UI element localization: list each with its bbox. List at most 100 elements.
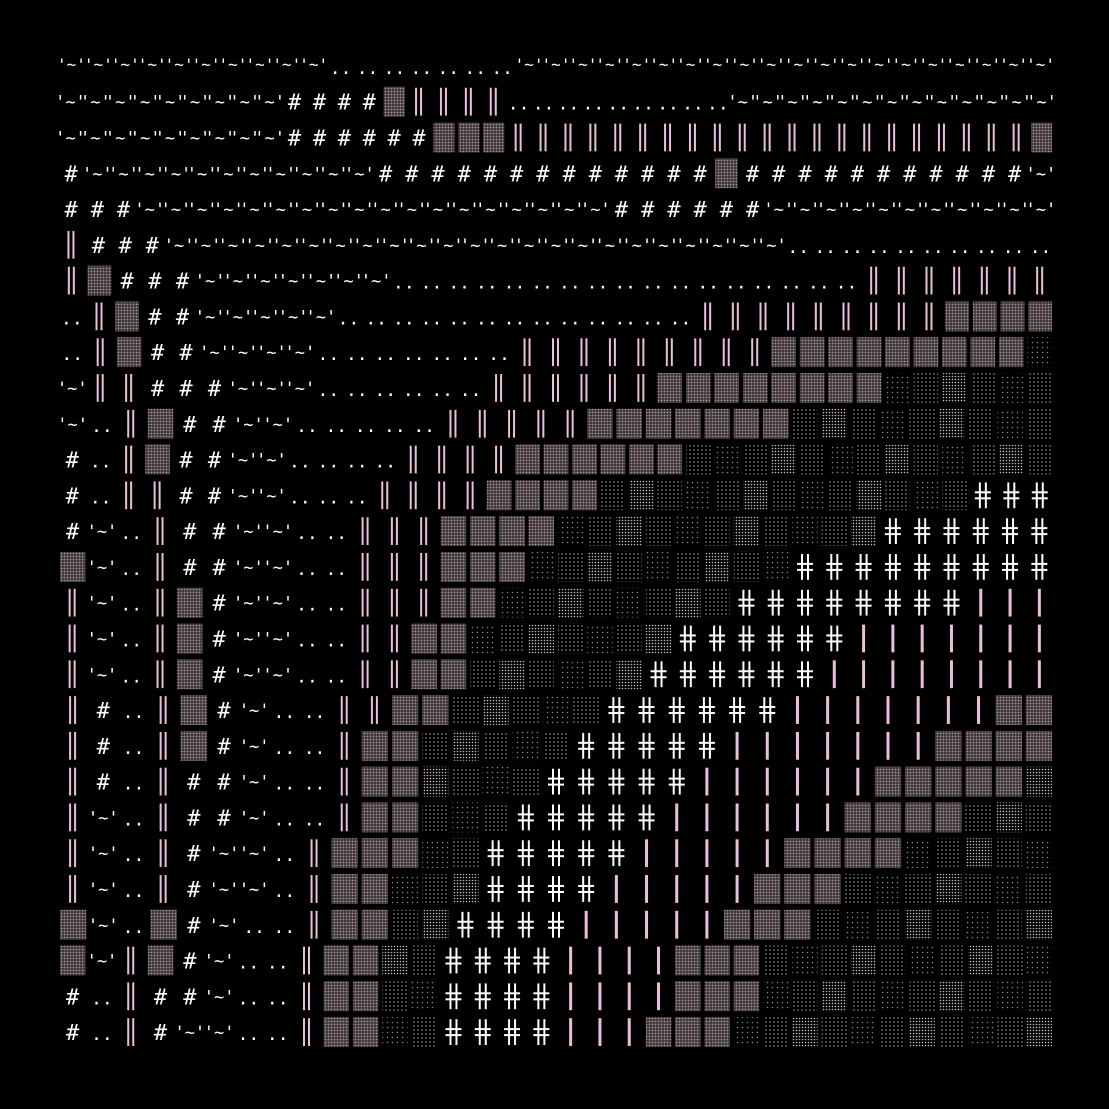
dots-glyph: .. — [949, 237, 971, 258]
cross-glyph — [1002, 554, 1019, 580]
double-bar-glyph — [722, 338, 730, 367]
dots-glyph: .. — [460, 380, 482, 401]
shaded-block-glyph — [116, 337, 142, 368]
shaded-block-glyph — [470, 516, 496, 546]
dotted-block-glyph — [616, 623, 642, 654]
mosaic-row: #.. # # '~''~'........ — [66, 444, 1052, 475]
tilde-glyph: '~' — [192, 55, 221, 74]
dots-glyph: .. — [533, 94, 555, 115]
double-bar-glyph — [415, 87, 423, 116]
shaded-block-glyph — [771, 337, 796, 368]
shaded-block-glyph — [515, 480, 540, 511]
double-bar-glyph — [159, 767, 167, 796]
hash-glyph: # — [431, 162, 445, 187]
dots-glyph: .. — [504, 308, 526, 329]
dots-glyph: .. — [531, 308, 553, 329]
dotted-block-glyph — [970, 373, 996, 403]
dotted-block-glyph — [938, 981, 965, 1012]
tilde-glyph: '~' — [239, 808, 270, 828]
dotted-block-glyph — [714, 480, 739, 511]
single-bar-glyph — [916, 731, 920, 760]
tilde-glyph: '~' — [703, 55, 732, 74]
single-bar-glyph — [735, 767, 739, 796]
shaded-block-glyph — [995, 730, 1022, 761]
shaded-block-glyph — [715, 158, 738, 189]
shaded-block-glyph — [675, 945, 701, 976]
dotted-block-glyph — [880, 1017, 906, 1047]
mosaic-row: '~' # '~'.... — [60, 945, 1052, 976]
double-bar-glyph — [127, 982, 135, 1011]
double-bar-glyph — [95, 302, 103, 331]
double-bar-glyph — [514, 123, 522, 152]
shaded-block-glyph — [828, 337, 853, 368]
dots-glyph: .. — [476, 273, 498, 294]
dotted-block-glyph — [850, 981, 877, 1012]
dots-glyph: .. — [587, 273, 609, 294]
tilde-glyph: '~' — [406, 236, 437, 256]
double-bar-glyph — [1008, 266, 1016, 295]
shaded-block-glyph — [60, 552, 86, 582]
tilde-glyph: '~' — [594, 236, 625, 256]
dots-glyph: .. — [296, 595, 318, 616]
mosaic-row: '~'.. # '~' '~'.. — [69, 874, 1052, 904]
mosaic-row: .. # # '~''~''~''~'.............. — [61, 337, 1052, 368]
tilde-glyph: '~' — [396, 200, 427, 220]
tilde-glyph: '~' — [229, 93, 260, 113]
single-bar-glyph — [705, 875, 709, 903]
double-bar-glyph — [156, 517, 164, 545]
dotted-block-glyph — [874, 909, 902, 940]
single-bar-glyph — [1008, 588, 1012, 617]
dots-glyph: .. — [91, 1024, 113, 1045]
shaded-block-glyph — [814, 838, 841, 869]
tilde-glyph: '~' — [262, 629, 293, 649]
tilde-glyph: '~' — [865, 55, 894, 74]
dotted-block-glyph — [1025, 802, 1052, 833]
cross-glyph — [668, 697, 685, 723]
shaded-block-glyph — [799, 373, 825, 403]
cross-glyph — [650, 661, 667, 688]
double-bar-glyph — [495, 374, 503, 402]
dots-glyph: .. — [304, 738, 326, 759]
dotted-block-glyph — [1025, 909, 1052, 940]
double-bar-glyph — [409, 481, 417, 510]
cross-glyph — [517, 804, 534, 831]
tilde-glyph: '~' — [278, 307, 309, 327]
single-bar-glyph — [569, 946, 573, 975]
double-bar-glyph — [838, 123, 846, 152]
hash-glyph: # — [176, 270, 190, 295]
tilde-glyph: '~' — [891, 55, 920, 74]
tilde-glyph: '~' — [1026, 93, 1057, 113]
dots-glyph: .. — [508, 94, 530, 115]
mosaic-row: '~'.. # # '~''~'.... — [60, 552, 1048, 582]
tilde-glyph: '~' — [868, 200, 899, 220]
single-bar-glyph — [886, 696, 890, 724]
dots-glyph: .. — [976, 237, 998, 258]
dots-glyph: .. — [583, 94, 605, 115]
dotted-block-glyph — [422, 766, 449, 797]
double-bar-glyph — [310, 910, 318, 939]
tilde-glyph: '~' — [318, 200, 349, 220]
dots-glyph: .. — [317, 452, 339, 473]
tilde-glyph: '~' — [515, 55, 544, 74]
tilde-glyph: '~' — [777, 93, 808, 113]
cross-glyph — [972, 518, 989, 544]
dots-glyph: .. — [558, 94, 580, 115]
tilde-glyph: '~' — [87, 665, 118, 685]
single-bar-glyph — [584, 910, 588, 939]
double-bar-glyph — [127, 946, 135, 975]
double-bar-glyph — [156, 660, 164, 689]
shaded-block-glyph — [499, 552, 525, 582]
shaded-block-glyph — [965, 766, 992, 797]
tilde-glyph: '~' — [174, 1023, 205, 1043]
tilde-glyph: '~' — [254, 128, 285, 148]
single-bar-glyph — [826, 803, 830, 832]
hash-glyph: # — [1008, 162, 1022, 187]
double-bar-glyph — [69, 803, 77, 832]
single-bar-glyph — [886, 731, 890, 760]
double-bar-glyph — [738, 123, 746, 152]
dotted-block-glyph — [997, 1017, 1023, 1047]
shaded-block-glyph — [440, 623, 467, 654]
dotted-block-glyph — [382, 981, 408, 1012]
dotted-block-glyph — [714, 444, 739, 475]
dots-glyph: .. — [403, 380, 425, 401]
